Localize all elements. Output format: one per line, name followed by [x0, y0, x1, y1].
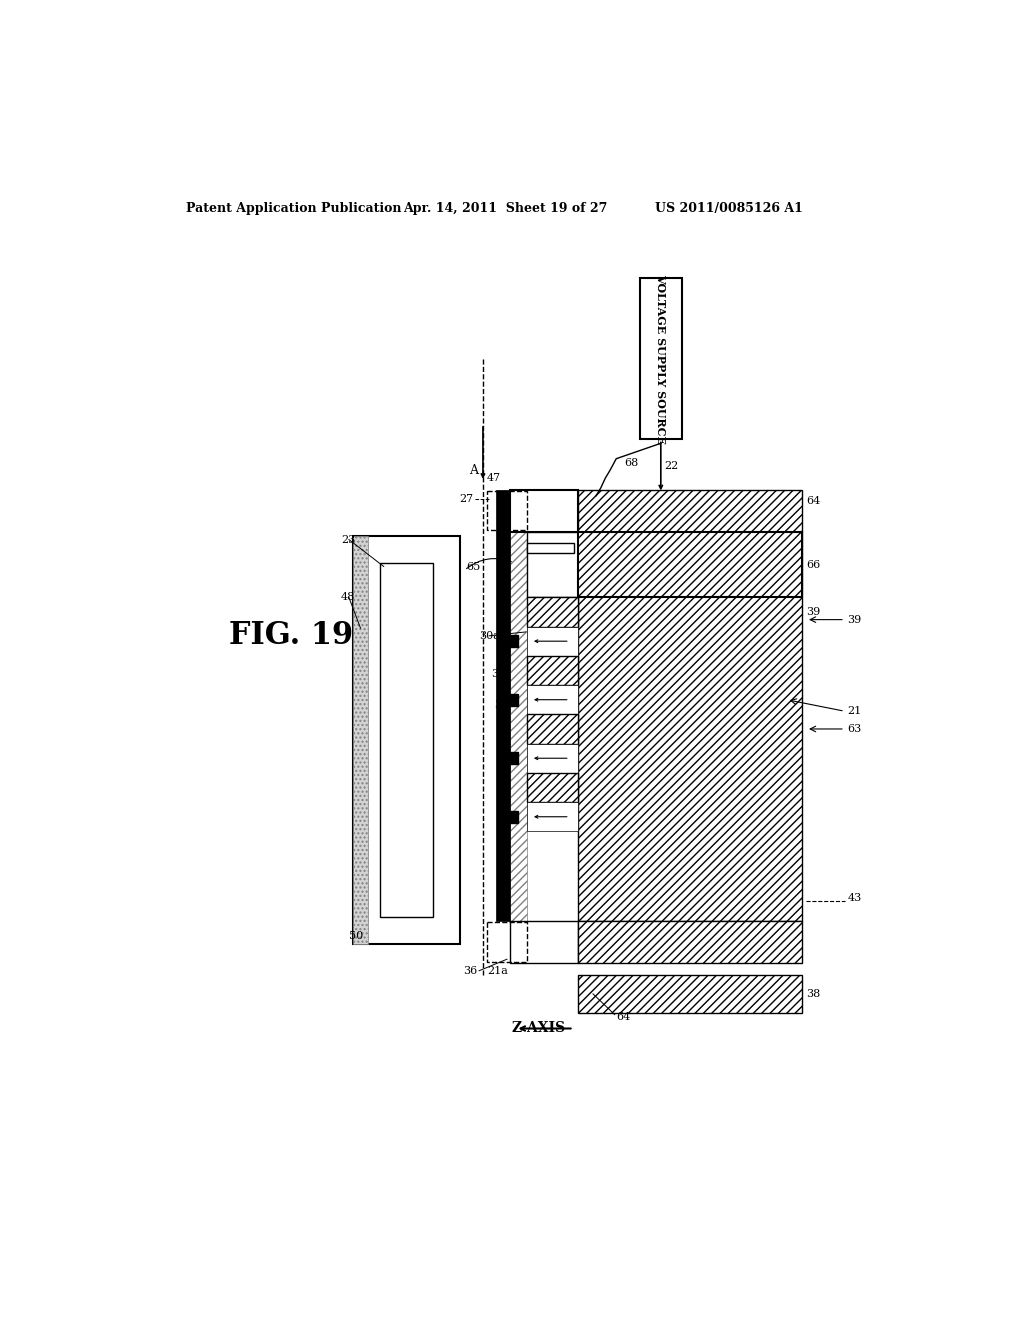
Text: 27: 27 — [460, 494, 474, 504]
Bar — [640, 277, 682, 440]
Text: 68: 68 — [624, 458, 638, 467]
Bar — [578, 490, 802, 532]
Text: 50: 50 — [349, 931, 364, 941]
Bar — [527, 532, 578, 597]
Bar — [527, 544, 573, 553]
Text: 23: 23 — [341, 535, 355, 545]
Text: 38: 38 — [806, 989, 820, 999]
Text: 31: 31 — [495, 700, 509, 710]
Bar — [578, 532, 802, 921]
Text: 21: 21 — [847, 706, 861, 717]
Bar — [527, 714, 578, 743]
Bar — [527, 685, 578, 714]
Bar — [578, 974, 802, 1014]
Bar — [527, 774, 578, 803]
Text: FIG. 19: FIG. 19 — [228, 620, 353, 651]
Bar — [527, 656, 578, 685]
Bar — [510, 921, 578, 964]
Text: 22: 22 — [664, 462, 678, 471]
Text: VOLTAGE SUPPLY SOURCE: VOLTAGE SUPPLY SOURCE — [655, 273, 667, 444]
Text: 47: 47 — [486, 473, 501, 483]
Bar — [578, 921, 802, 964]
Bar — [496, 490, 510, 532]
Text: 30: 30 — [490, 669, 505, 680]
Text: 43: 43 — [847, 892, 861, 903]
Bar — [510, 490, 578, 532]
Bar — [578, 532, 802, 597]
Text: 21a: 21a — [487, 966, 508, 975]
Text: 63: 63 — [847, 723, 861, 734]
Bar — [527, 627, 578, 656]
Text: Z AXIS: Z AXIS — [512, 1022, 565, 1035]
Bar — [486, 491, 527, 531]
Text: 64: 64 — [806, 496, 820, 506]
Bar — [486, 923, 527, 961]
Text: A: A — [469, 463, 478, 477]
Bar — [527, 803, 578, 832]
Text: 66: 66 — [806, 560, 820, 569]
Bar — [352, 536, 369, 944]
Text: 65: 65 — [466, 561, 480, 572]
Bar — [496, 532, 510, 921]
Text: Patent Application Publication: Patent Application Publication — [186, 202, 401, 215]
Text: 36: 36 — [464, 966, 478, 975]
Bar — [352, 536, 460, 944]
Bar — [527, 597, 578, 627]
Bar — [527, 743, 578, 774]
Text: 48: 48 — [341, 593, 355, 602]
Bar — [510, 532, 527, 921]
Text: Apr. 14, 2011  Sheet 19 of 27: Apr. 14, 2011 Sheet 19 of 27 — [403, 202, 607, 215]
Text: 64: 64 — [616, 1012, 631, 1022]
Text: US 2011/0085126 A1: US 2011/0085126 A1 — [655, 202, 803, 215]
Text: 39: 39 — [847, 615, 861, 624]
Text: 39: 39 — [806, 607, 820, 616]
Bar — [380, 562, 432, 917]
Text: 30a: 30a — [479, 631, 500, 640]
